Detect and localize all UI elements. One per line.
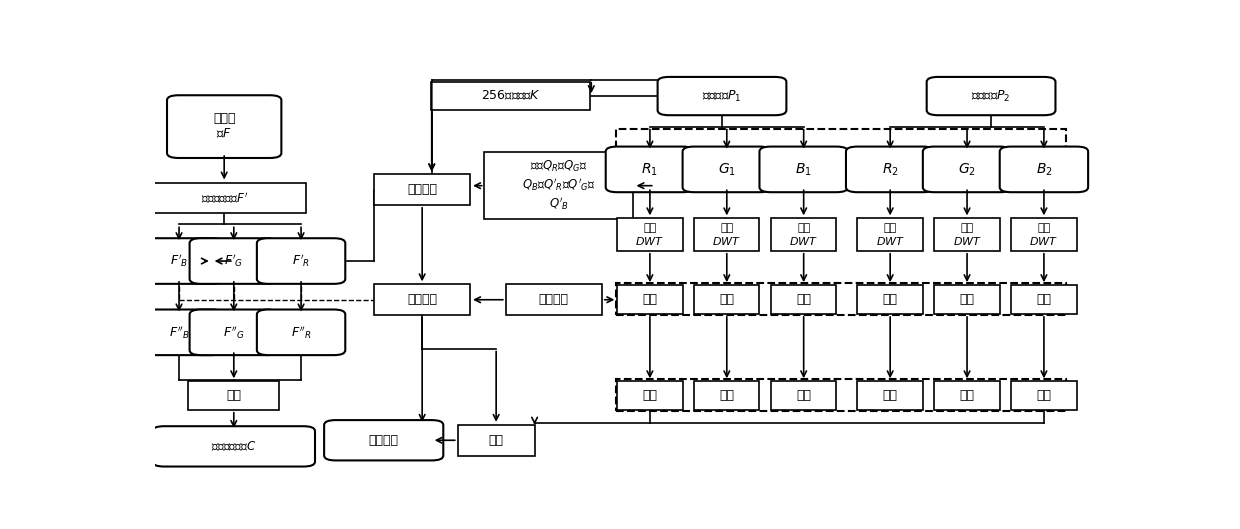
- FancyBboxPatch shape: [923, 147, 1012, 192]
- Bar: [694, 218, 759, 251]
- Bar: [771, 286, 836, 314]
- Bar: [484, 152, 634, 220]
- Text: $R_1$: $R_1$: [641, 161, 658, 178]
- Text: 视觉安全图像$C$: 视觉安全图像$C$: [211, 440, 257, 453]
- Text: 密文嵌入: 密文嵌入: [407, 293, 438, 306]
- Bar: [618, 218, 682, 251]
- Bar: [694, 286, 759, 314]
- FancyBboxPatch shape: [759, 147, 848, 192]
- Text: 测量: 测量: [1037, 293, 1052, 306]
- Bar: [858, 381, 923, 410]
- Bar: [858, 286, 923, 314]
- Bar: [616, 130, 1066, 188]
- Bar: [616, 379, 1066, 411]
- Bar: [432, 82, 590, 111]
- Bar: [616, 284, 1066, 315]
- Bar: [935, 381, 999, 410]
- Text: 二维
$DWT$: 二维 $DWT$: [635, 223, 665, 247]
- Bar: [143, 183, 306, 213]
- Text: 置乱: 置乱: [642, 389, 657, 402]
- Bar: [935, 218, 999, 251]
- Text: 置乱: 置乱: [960, 389, 975, 402]
- Text: 256位哈希值$K$: 256位哈希值$K$: [481, 89, 541, 103]
- Text: 明文图像$P_1$: 明文图像$P_1$: [702, 88, 742, 104]
- Text: $R_2$: $R_2$: [882, 161, 899, 178]
- Text: 测量矩阵: 测量矩阵: [539, 293, 569, 306]
- Bar: [858, 218, 923, 251]
- FancyBboxPatch shape: [682, 147, 771, 192]
- FancyBboxPatch shape: [167, 95, 281, 158]
- Text: 二维
$DWT$: 二维 $DWT$: [952, 223, 982, 247]
- Bar: [771, 381, 836, 410]
- Bar: [618, 381, 682, 410]
- Text: 测量: 测量: [642, 293, 657, 306]
- Bar: [1012, 381, 1076, 410]
- Bar: [618, 286, 682, 314]
- Text: 置乱: 置乱: [719, 389, 734, 402]
- Bar: [1012, 286, 1076, 314]
- FancyBboxPatch shape: [190, 309, 278, 355]
- Text: 密文图像: 密文图像: [368, 434, 399, 447]
- Bar: [374, 175, 470, 205]
- Bar: [1012, 218, 1076, 251]
- Text: $F''_B$: $F''_B$: [169, 324, 190, 341]
- Text: $F'_B$: $F'_B$: [170, 253, 188, 269]
- FancyBboxPatch shape: [846, 147, 935, 192]
- FancyBboxPatch shape: [257, 309, 345, 355]
- Bar: [771, 218, 836, 251]
- Text: 载体图
像$F$: 载体图 像$F$: [213, 113, 236, 141]
- Text: 明文图像$P_2$: 明文图像$P_2$: [971, 88, 1011, 104]
- Text: 二维
$DWT$: 二维 $DWT$: [1029, 223, 1059, 247]
- Text: 二维
$DWT$: 二维 $DWT$: [875, 223, 905, 247]
- Text: $F'_G$: $F'_G$: [224, 253, 243, 269]
- FancyBboxPatch shape: [190, 238, 278, 284]
- Text: 归一化，得到$F'$: 归一化，得到$F'$: [201, 190, 248, 205]
- Text: 测量: 测量: [719, 293, 734, 306]
- FancyBboxPatch shape: [926, 77, 1055, 115]
- Text: 组合: 组合: [227, 389, 242, 402]
- Text: 密钥嵌入: 密钥嵌入: [407, 183, 438, 196]
- FancyBboxPatch shape: [135, 309, 223, 355]
- FancyBboxPatch shape: [324, 420, 444, 460]
- Bar: [188, 381, 279, 410]
- Text: 二维
$DWT$: 二维 $DWT$: [712, 223, 742, 247]
- FancyBboxPatch shape: [657, 77, 786, 115]
- Text: $G_1$: $G_1$: [718, 161, 735, 178]
- Text: 置乱: 置乱: [796, 389, 811, 402]
- Bar: [935, 286, 999, 314]
- Text: $F''_R$: $F''_R$: [291, 324, 311, 341]
- Bar: [506, 285, 601, 315]
- FancyBboxPatch shape: [135, 238, 223, 284]
- Bar: [374, 285, 470, 315]
- Text: 测量: 测量: [796, 293, 811, 306]
- Bar: [694, 381, 759, 410]
- Text: 测量: 测量: [960, 293, 975, 306]
- Text: $B_1$: $B_1$: [795, 161, 812, 178]
- Text: $G_2$: $G_2$: [959, 161, 976, 178]
- Text: 置乱: 置乱: [883, 389, 898, 402]
- Text: 量化: 量化: [489, 434, 503, 447]
- Text: $F'_R$: $F'_R$: [291, 253, 310, 269]
- FancyBboxPatch shape: [605, 147, 694, 192]
- FancyBboxPatch shape: [153, 426, 315, 467]
- Bar: [458, 425, 534, 455]
- FancyBboxPatch shape: [257, 238, 345, 284]
- FancyBboxPatch shape: [999, 147, 1089, 192]
- Text: 置乱: 置乱: [1037, 389, 1052, 402]
- Text: 二维
$DWT$: 二维 $DWT$: [789, 223, 818, 247]
- Text: $B_2$: $B_2$: [1035, 161, 1053, 178]
- Text: 参数$Q_R$、$Q_G$、
$Q_B$、$Q'_R$、$Q'_G$、
$Q'_B$: 参数$Q_R$、$Q_G$、 $Q_B$、$Q'_R$、$Q'_G$、 $Q'_…: [522, 159, 595, 212]
- Text: 测量: 测量: [883, 293, 898, 306]
- Text: $F''_G$: $F''_G$: [223, 324, 244, 341]
